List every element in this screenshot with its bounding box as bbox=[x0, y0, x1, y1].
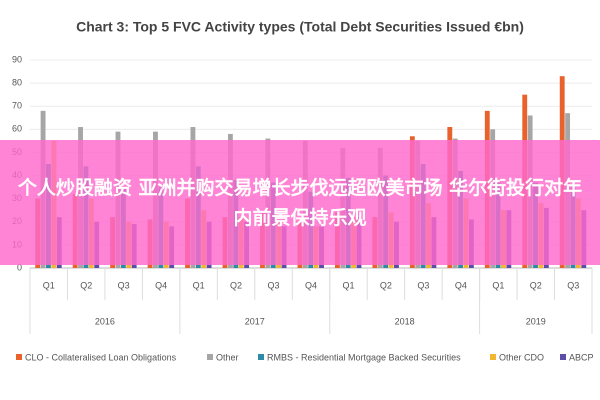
banner: 个人炒股融资 亚洲并购交易增长步伐远超欧美市场 华尔街投行对年内前景保持乐观 bbox=[0, 140, 600, 265]
x-tick-label: Q3 bbox=[567, 280, 579, 290]
legend-swatch bbox=[258, 354, 264, 360]
x-tick-label: Q3 bbox=[417, 280, 429, 290]
x-tick-label: Q1 bbox=[43, 280, 55, 290]
legend-swatch bbox=[207, 354, 213, 360]
x-tick-label: Q2 bbox=[230, 280, 242, 290]
x-tick-label: Q2 bbox=[80, 280, 92, 290]
x-tick-label: Q4 bbox=[455, 280, 467, 290]
y-tick-label: 90 bbox=[12, 54, 22, 64]
legend-swatch bbox=[16, 354, 22, 360]
x-tick-label: Q3 bbox=[268, 280, 280, 290]
x-tick-label: Q1 bbox=[342, 280, 354, 290]
legend-label: Other bbox=[216, 352, 239, 362]
group-label: 2018 bbox=[395, 316, 415, 326]
y-tick-label: 80 bbox=[12, 77, 22, 87]
y-tick-label: 60 bbox=[12, 124, 22, 134]
legend-label: RMBS - Residential Mortgage Backed Secur… bbox=[267, 352, 461, 362]
banner-text: 个人炒股融资 亚洲并购交易增长步伐远超欧美市场 华尔街投行对年内前景保持乐观 bbox=[17, 176, 583, 229]
x-tick-label: Q1 bbox=[492, 280, 504, 290]
group-label: 2017 bbox=[245, 316, 265, 326]
y-tick-label: 70 bbox=[12, 101, 22, 111]
x-tick-label: Q4 bbox=[155, 280, 167, 290]
legend-label: CLO - Collateralised Loan Obligations bbox=[25, 352, 177, 362]
y-tick-label: 0 bbox=[17, 262, 22, 272]
chart-title: Chart 3: Top 5 FVC Activity types (Total… bbox=[76, 19, 524, 35]
legend-label: ABCP bbox=[569, 352, 594, 362]
legend-swatch bbox=[490, 354, 496, 360]
legend-label: Other CDO bbox=[499, 352, 544, 362]
x-tick-label: Q1 bbox=[193, 280, 205, 290]
group-label: 2016 bbox=[95, 316, 115, 326]
x-tick-label: Q3 bbox=[118, 280, 130, 290]
x-tick-label: Q2 bbox=[380, 280, 392, 290]
legend-swatch bbox=[560, 354, 566, 360]
group-label: 2019 bbox=[526, 316, 546, 326]
x-tick-label: Q4 bbox=[305, 280, 317, 290]
x-tick-label: Q2 bbox=[530, 280, 542, 290]
